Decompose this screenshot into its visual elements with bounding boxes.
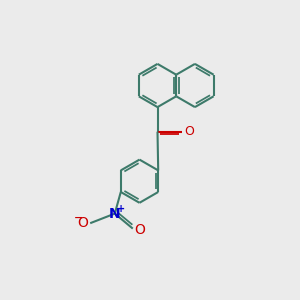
Text: −: − [74, 213, 83, 223]
Text: O: O [134, 223, 145, 237]
Text: O: O [77, 216, 88, 230]
Text: O: O [184, 125, 194, 138]
Text: N: N [109, 207, 121, 220]
Text: +: + [117, 204, 125, 214]
